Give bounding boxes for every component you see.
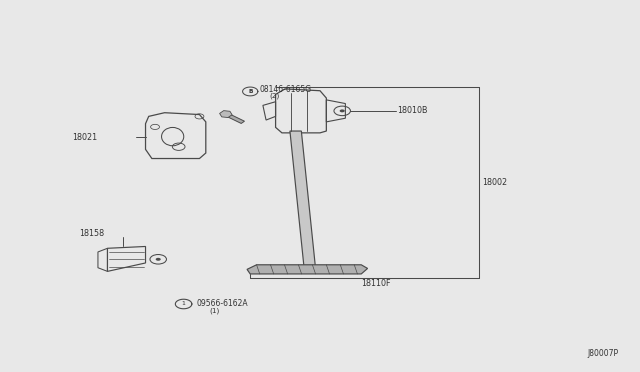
Text: 18002: 18002 (482, 178, 507, 187)
Text: B: B (248, 89, 252, 94)
Polygon shape (290, 131, 316, 269)
Text: 18110F: 18110F (361, 279, 391, 288)
Text: J80007P: J80007P (587, 349, 618, 358)
Circle shape (340, 109, 345, 112)
Polygon shape (224, 113, 244, 124)
Text: 18010B: 18010B (397, 106, 428, 115)
Text: 18158: 18158 (79, 229, 104, 238)
Polygon shape (220, 110, 232, 118)
Polygon shape (247, 265, 367, 274)
Text: (2): (2) (269, 93, 280, 99)
Text: 1: 1 (182, 301, 186, 307)
Text: 09566-6162A: 09566-6162A (196, 299, 248, 308)
Text: 18021: 18021 (72, 133, 98, 142)
Text: 08146-6165G: 08146-6165G (260, 86, 312, 94)
Text: (1): (1) (209, 307, 220, 314)
Circle shape (156, 258, 161, 261)
